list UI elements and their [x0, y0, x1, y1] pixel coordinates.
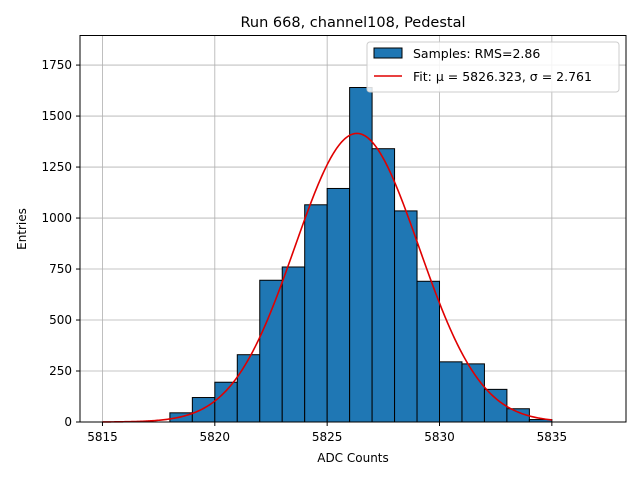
legend-histogram-swatch [373, 47, 403, 59]
y-tick-label: 1000 [41, 211, 72, 225]
legend: Samples: RMS=2.86 Fit: μ = 5826.323, σ =… [366, 41, 620, 93]
y-tick-label: 1750 [41, 58, 72, 72]
histogram-bar [236, 354, 261, 423]
histogram-bar [259, 279, 283, 423]
chart-title: Run 668, channel108, Pedestal [240, 15, 465, 31]
y-tick-label: 1500 [41, 109, 72, 123]
y-tick-label: 0 [64, 415, 72, 429]
x-tick-label: 5835 [537, 430, 568, 444]
histogram-bar [326, 187, 351, 423]
y-tick-label: 1250 [41, 160, 72, 174]
x-axis-ticks: 5815 5820 5825 5830 5835 [87, 422, 567, 444]
legend-histogram-label: Samples: RMS=2.86 [413, 46, 540, 61]
plot-frame [79, 35, 627, 423]
histogram-bar [439, 361, 463, 423]
x-axis-label: ADC Counts [317, 451, 389, 465]
histogram-bar [483, 388, 508, 423]
y-axis-label: Entries [15, 208, 29, 250]
y-axis-ticks: 0 250 500 750 1000 1250 1500 1750 [41, 58, 80, 429]
legend-fit-label: Fit: μ = 5826.323, σ = 2.761 [413, 69, 592, 84]
fit-curve-layer [102, 132, 552, 423]
x-tick-label: 5815 [87, 430, 118, 444]
y-tick-label: 500 [49, 313, 72, 327]
x-tick-label: 5830 [424, 430, 455, 444]
histogram-bar [394, 210, 418, 423]
x-tick-label: 5825 [312, 430, 343, 444]
histogram-bar [191, 397, 216, 423]
y-tick-label: 250 [49, 364, 72, 378]
histogram-bars [169, 87, 553, 423]
histogram-bar [371, 148, 396, 423]
gaussian-fit-curve [102, 132, 552, 423]
histogram-bar [416, 280, 441, 423]
histogram-bar [281, 266, 306, 423]
histogram-bar [304, 204, 328, 423]
histogram-bar [214, 381, 238, 423]
y-tick-label: 750 [49, 262, 72, 276]
legend-box [366, 41, 620, 93]
x-tick-label: 5820 [200, 430, 231, 444]
